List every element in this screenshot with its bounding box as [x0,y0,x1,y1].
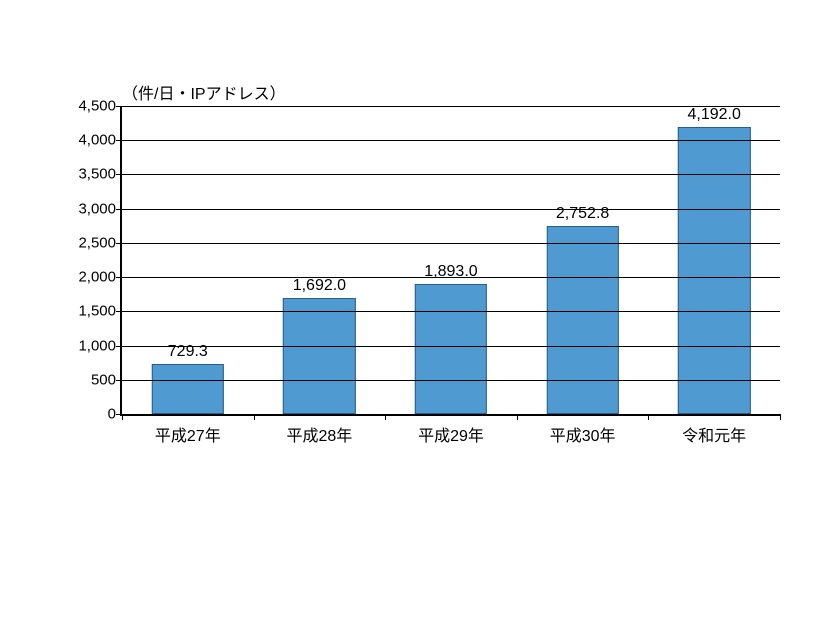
grid-line [122,209,780,210]
x-tick-mark [648,414,649,420]
bar-chart: （件/日・IPアドレス） 729.3平成27年1,692.0平成28年1,893… [50,80,790,480]
y-tick-label: 2,000 [78,269,122,286]
y-tick-label: 4,500 [78,98,122,115]
y-tick-label: 4,000 [78,132,122,149]
x-category-label: 令和元年 [682,422,746,446]
grid-line [122,311,780,312]
y-tick-label: 3,500 [78,166,122,183]
bar: 4,192.0 [678,127,750,414]
plot-area: 729.3平成27年1,692.0平成28年1,893.0平成29年2,752.… [120,106,780,416]
bar: 1,893.0 [415,284,487,414]
bar-slot: 729.3平成27年 [122,106,254,414]
x-tick-mark [254,414,255,420]
bar: 1,692.0 [283,298,355,414]
bars-layer: 729.3平成27年1,692.0平成28年1,893.0平成29年2,752.… [122,106,780,414]
bar-value-label: 1,893.0 [424,263,477,281]
y-tick-label: 500 [91,371,122,388]
y-tick-label: 1,000 [78,337,122,354]
x-category-label: 平成29年 [418,422,484,446]
grid-line [122,174,780,175]
bar-value-label: 4,192.0 [687,106,740,124]
bar-slot: 2,752.8平成30年 [517,106,649,414]
bar-slot: 4,192.0令和元年 [648,106,780,414]
x-category-label: 平成28年 [286,422,352,446]
y-tick-label: 0 [108,406,122,423]
bar: 729.3 [152,364,224,414]
x-tick-mark [122,414,123,420]
grid-line [122,140,780,141]
grid-line [122,243,780,244]
x-category-label: 平成30年 [550,422,616,446]
y-tick-label: 3,000 [78,200,122,217]
x-tick-mark [385,414,386,420]
x-tick-mark [780,414,781,420]
y-tick-label: 2,500 [78,234,122,251]
bar-value-label: 2,752.8 [556,205,609,223]
grid-line [122,277,780,278]
bar: 2,752.8 [546,226,618,414]
bar-slot: 1,692.0平成28年 [254,106,386,414]
x-category-label: 平成27年 [155,422,221,446]
grid-line [122,380,780,381]
y-axis-title: （件/日・IPアドレス） [122,80,286,104]
y-tick-label: 1,500 [78,303,122,320]
x-tick-mark [517,414,518,420]
grid-line [122,346,780,347]
bar-slot: 1,893.0平成29年 [385,106,517,414]
bar-value-label: 1,692.0 [293,277,346,295]
grid-line [122,106,780,107]
